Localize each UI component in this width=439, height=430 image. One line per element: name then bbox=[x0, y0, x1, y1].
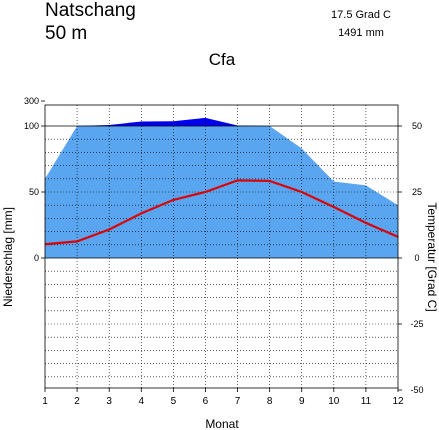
x-tick-label: 6 bbox=[203, 396, 209, 407]
x-axis-title: Monat bbox=[205, 417, 239, 430]
precipitation-area-layer bbox=[45, 117, 398, 258]
y-left-tick-label: 0 bbox=[34, 253, 39, 263]
station-elevation: 50 m bbox=[45, 23, 87, 44]
y-left-tick-label: 50 bbox=[29, 187, 39, 197]
x-tick-label: 1 bbox=[42, 396, 48, 407]
temperature-line bbox=[44, 179, 399, 246]
grid-layer bbox=[45, 105, 398, 388]
y-right-tick-label: 25 bbox=[412, 187, 422, 197]
precipitation-perhumid-area bbox=[45, 117, 398, 126]
plot-frame-layer bbox=[44, 104, 399, 389]
x-tick-label: 3 bbox=[106, 396, 112, 407]
x-tick-label: 9 bbox=[299, 396, 305, 407]
mean-temperature: 17.5 Grad C bbox=[331, 9, 391, 21]
y-axis-title-right: Temperatur [Grad C] bbox=[425, 202, 439, 311]
y-right-tick-label: 0 bbox=[414, 253, 419, 263]
precipitation-humid-area bbox=[45, 126, 398, 258]
x-tick-label: 5 bbox=[171, 396, 177, 407]
x-tick-label: 12 bbox=[392, 396, 404, 407]
plot-border bbox=[44, 104, 399, 389]
x-tick-label: 8 bbox=[267, 396, 273, 407]
y-right-tick-label: -50 bbox=[410, 385, 423, 395]
annual-precipitation: 1491 mm bbox=[338, 27, 384, 39]
temperature-line-layer bbox=[44, 179, 399, 246]
x-tick-label: 11 bbox=[361, 396, 372, 407]
station-name: Natschang bbox=[45, 0, 136, 21]
x-tick-label: 7 bbox=[235, 396, 241, 407]
climate-class: Cfa bbox=[209, 50, 236, 69]
y-right-tick-label: 50 bbox=[412, 121, 422, 131]
x-tick-label: 2 bbox=[74, 396, 80, 407]
y-left-tick-label: 300 bbox=[24, 96, 39, 106]
y-right-tick-label: -25 bbox=[410, 319, 423, 329]
y-axis-title-left: Niederschlag [mm] bbox=[1, 207, 15, 307]
y-left-tick-label: 100 bbox=[24, 121, 39, 131]
x-tick-label: 10 bbox=[328, 396, 340, 407]
x-tick-label: 4 bbox=[138, 396, 144, 407]
